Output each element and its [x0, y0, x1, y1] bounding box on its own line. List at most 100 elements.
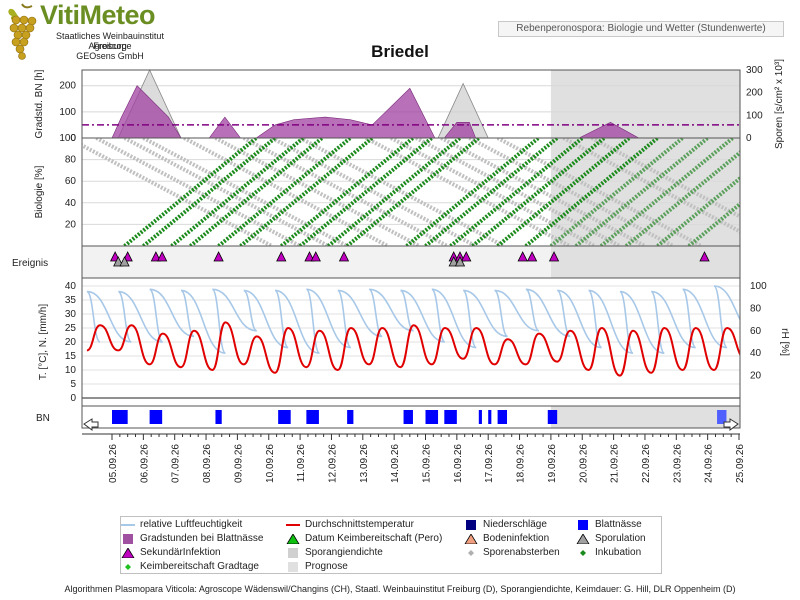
org-line-1: Staatliches Weinbauinstitut Freiburg	[56, 31, 164, 51]
legend-item-rh: relative Luftfeuchtigkeit	[121, 519, 242, 530]
y-tick-label: 0	[70, 393, 76, 404]
inkubation-line	[599, 138, 734, 246]
blattnaesse-bar	[478, 410, 482, 424]
x-tick-label: 09.09.26	[233, 444, 244, 483]
legend-item-inkubation: Inkubation	[576, 547, 641, 558]
legend-item-sporulation: Sporulation	[576, 532, 646, 544]
x-tick-label: 24.09.26	[704, 444, 715, 483]
square-swatch-icon	[286, 547, 300, 558]
inkubation-line	[142, 138, 277, 246]
org-line-2: Agroscope	[88, 41, 132, 51]
sporenabsterben-line	[142, 138, 349, 246]
scroll-right-icon[interactable]	[723, 418, 739, 431]
inkubation-line	[496, 138, 631, 246]
y-axis-label: T. [°C], N. [mm/h]	[38, 304, 49, 380]
inkubation-line	[449, 138, 584, 246]
triangle-swatch-icon	[121, 546, 135, 558]
y-tick-label: 25	[65, 323, 77, 334]
inkubation-line	[471, 138, 606, 246]
x-tick-label: 21.09.26	[610, 444, 621, 483]
prognose-area	[550, 406, 740, 428]
legend-item-sporenabsterben: Sporenabsterben	[464, 547, 560, 558]
triangle-swatch-icon	[576, 532, 590, 544]
diamond-swatch-icon	[121, 562, 135, 572]
sekundaerinfektion-marker	[526, 251, 538, 262]
inkubation-line	[189, 138, 324, 246]
y2-tick-label: 60	[750, 326, 762, 337]
y-tick-label: 0	[70, 133, 76, 144]
inkubation-line	[524, 138, 659, 246]
inkubation-line	[624, 150, 740, 246]
y-tick-label: 15	[65, 351, 77, 362]
square-swatch-icon	[121, 533, 135, 544]
legend-item-bodeninfektion: Bodeninfektion	[464, 532, 549, 544]
line-swatch-icon	[121, 520, 135, 530]
inkubation-line	[549, 138, 684, 246]
legend-item-gradstunden: Gradstunden bei Blattnässe	[121, 533, 263, 544]
y-tick-label: 40	[65, 198, 77, 209]
x-tick-label: 10.09.26	[265, 444, 276, 483]
sekundaerinfektion-marker	[276, 251, 287, 262]
legend-item-keimbereitschaft-gradtage: Keimbereitschaft Gradtage	[121, 561, 259, 572]
blattnaesse-bar	[444, 410, 457, 424]
square-swatch-icon	[286, 561, 300, 572]
y-tick-label: 5	[70, 379, 76, 390]
x-tick-label: 07.09.26	[171, 444, 182, 483]
inkubation-line	[123, 138, 258, 246]
legend-item-temp: Durchschnittstemperatur	[286, 519, 414, 530]
blattnaesse-bar	[149, 410, 163, 424]
legend-item-keimbereitschaft-datum: Datum Keimbereitschaft (Pero)	[286, 532, 442, 544]
sporulation-marker	[113, 256, 124, 267]
sporulation-marker	[448, 256, 459, 267]
y-axis-label: Biologie [%]	[34, 165, 45, 218]
sekundaerinfektion-marker	[157, 251, 168, 262]
brand-title: VitiMeteo	[40, 0, 156, 30]
legend-item-sekundaerinfektion: SekundärInfektion	[121, 546, 221, 558]
triangle-swatch-icon	[464, 532, 478, 544]
chart-subtitle: Rebenperonospora: Biologie und Wetter (S…	[498, 21, 784, 37]
sporulation-marker	[119, 256, 130, 267]
y2-tick-label: 80	[750, 303, 762, 314]
blattnaesse-bar	[547, 410, 558, 424]
sekundaerinfektion-marker	[150, 251, 162, 262]
scroll-left-icon[interactable]	[83, 418, 99, 431]
square-swatch-icon	[576, 519, 590, 530]
inkubation-line	[424, 138, 559, 246]
inkubation-line	[345, 138, 481, 246]
legend-item-prognose: Prognose	[286, 561, 348, 572]
y-axis-label: Ereignis	[12, 258, 48, 269]
x-tick-label: 22.09.26	[641, 444, 652, 483]
blattnaesse-bar	[403, 410, 413, 424]
inkubation-line	[574, 138, 709, 246]
y2-axis-label: rH [%]	[779, 328, 790, 356]
diamond-swatch-icon	[464, 548, 478, 558]
triangle-swatch-icon	[286, 532, 300, 544]
blattnaesse-bar	[717, 410, 727, 424]
y-axis-label: BN	[36, 413, 50, 424]
station-title: Briedel	[371, 42, 429, 61]
y-tick-label: 200	[59, 81, 76, 92]
y2-tick-label: 0	[746, 133, 752, 144]
sporenabsterben-line	[82, 143, 273, 246]
x-tick-label: 11.09.26	[296, 444, 307, 483]
x-tick-label: 06.09.26	[139, 444, 150, 483]
blattnaesse-bar	[497, 410, 508, 424]
blattnaesse-bar	[112, 410, 128, 424]
inkubation-line	[327, 138, 462, 246]
x-tick-label: 18.09.26	[516, 444, 527, 483]
footer-credits: Algorithmen Plasmopara Viticola: Agrosco…	[64, 584, 736, 594]
inkubation-line	[656, 175, 740, 246]
event-band	[82, 246, 551, 278]
inkubation-line	[280, 138, 415, 246]
chart-legend: relative Luftfeuchtigkeit Durchschnittst…	[120, 516, 662, 574]
sporenabsterben-line	[242, 138, 449, 246]
x-tick-label: 23.09.26	[672, 444, 683, 483]
y2-tick-label: 100	[746, 110, 763, 121]
sekundaerinfektion-marker	[213, 251, 224, 262]
y-tick-label: 35	[65, 295, 77, 306]
y-tick-label: 20	[65, 219, 77, 230]
y-tick-label: 100	[59, 107, 76, 118]
sekundaerinfektion-marker	[461, 251, 472, 262]
org-line-3: GEOsens GmbH	[76, 51, 144, 61]
